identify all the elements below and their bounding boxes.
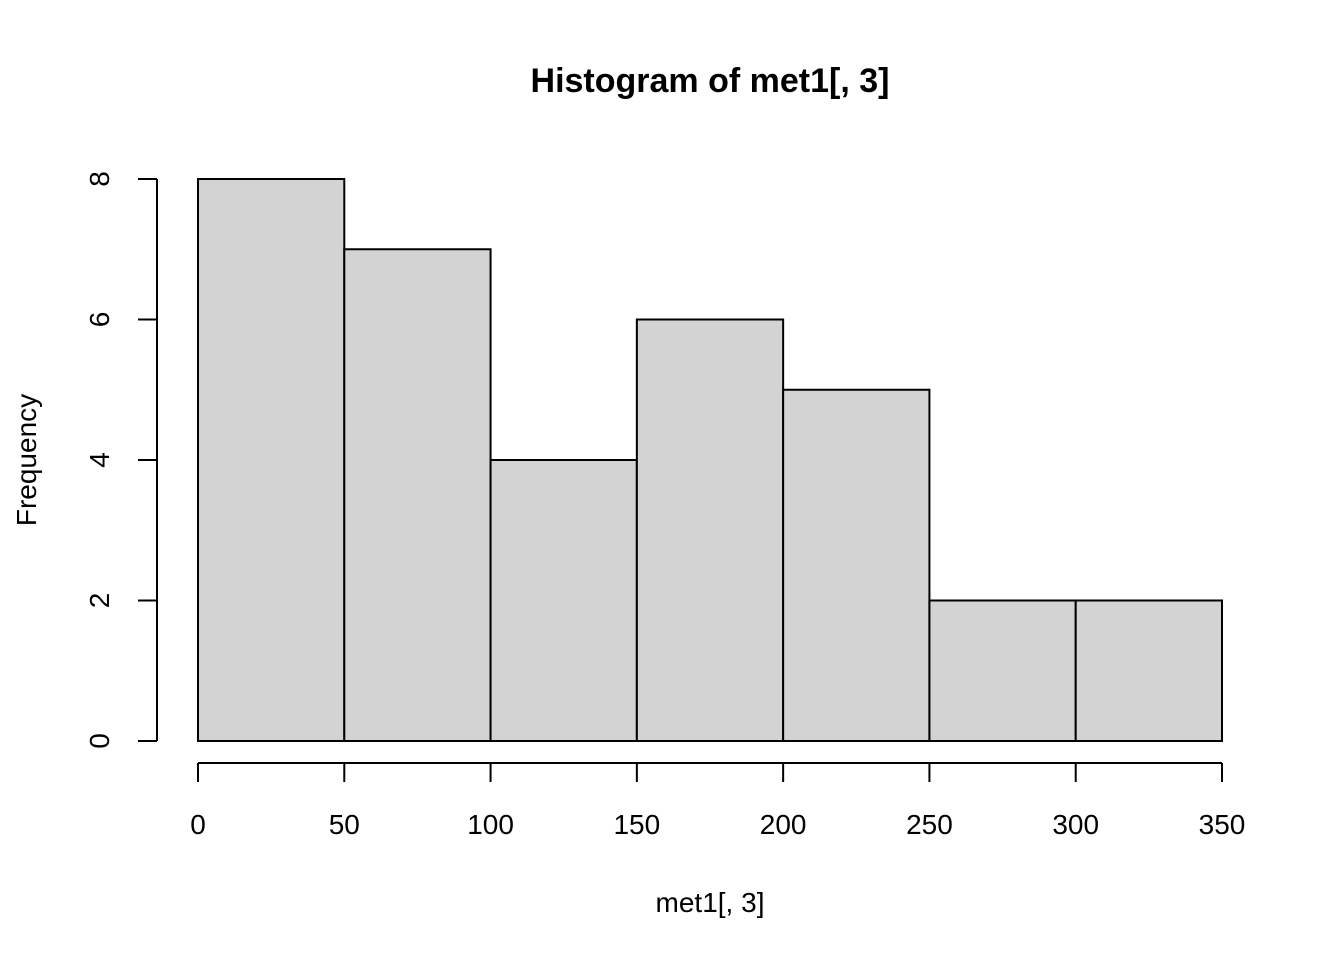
bars-group (197, 178, 1223, 742)
chart-title: Histogram of met1[, 3] (531, 62, 890, 100)
y-tick-label: 6 (84, 312, 115, 328)
histogram-bar-5 (782, 388, 931, 742)
histogram-bar-2 (343, 248, 492, 742)
histogram-bar-4 (635, 318, 785, 742)
y-tick-label: 0 (84, 733, 115, 749)
x-tick-label: 100 (467, 809, 514, 840)
y-axis: 0 2 4 6 8 (84, 171, 158, 749)
x-axis: 0 50 100 150 200 250 300 350 (190, 762, 1246, 840)
y-tick-label: 2 (84, 593, 115, 609)
x-tick-label: 350 (1199, 809, 1246, 840)
y-axis-label: Frequency (11, 394, 42, 526)
x-tick-label: 250 (906, 809, 953, 840)
histogram-bar-7 (1074, 599, 1223, 742)
y-tick-label: 4 (84, 452, 115, 468)
x-axis-label: met1[, 3] (656, 887, 765, 918)
x-tick-label: 150 (613, 809, 660, 840)
x-tick-label: 200 (760, 809, 807, 840)
y-tick-label: 8 (84, 171, 115, 187)
x-tick-label: 300 (1052, 809, 1099, 840)
x-tick-label: 50 (329, 809, 360, 840)
histogram-bar-1 (197, 178, 346, 742)
x-tick-label: 0 (190, 809, 206, 840)
histogram-bar-6 (928, 599, 1077, 742)
histogram-bar-3 (489, 459, 638, 742)
